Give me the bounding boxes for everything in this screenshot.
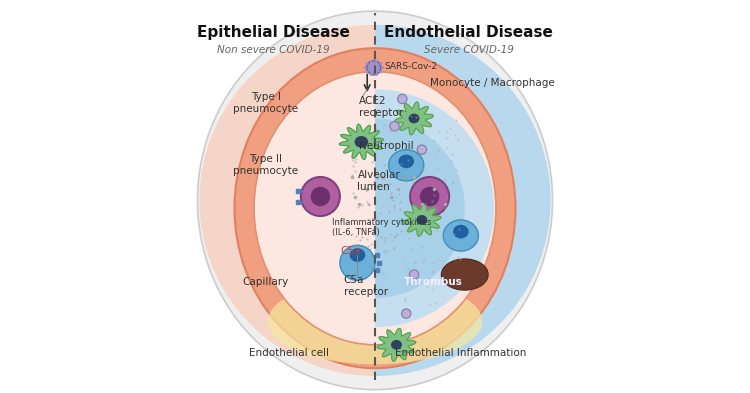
Circle shape [370, 59, 373, 62]
Text: Endothelial cell: Endothelial cell [249, 347, 329, 358]
Text: Severe COVID-19: Severe COVID-19 [424, 45, 514, 55]
Circle shape [380, 62, 382, 65]
Polygon shape [403, 204, 441, 236]
Circle shape [375, 59, 378, 62]
Ellipse shape [254, 72, 496, 345]
Text: Monocyte / Macrophage: Monocyte / Macrophage [430, 78, 554, 88]
Text: Inflammatory cytokines
(IL-6, TNFa): Inflammatory cytokines (IL-6, TNFa) [332, 218, 431, 237]
Wedge shape [375, 118, 465, 298]
Text: Capillary: Capillary [242, 277, 289, 287]
Ellipse shape [350, 248, 365, 262]
Ellipse shape [235, 48, 515, 368]
Circle shape [367, 61, 381, 75]
Text: C5a: C5a [340, 246, 360, 256]
Circle shape [417, 145, 427, 154]
Ellipse shape [420, 187, 440, 206]
Wedge shape [200, 25, 375, 376]
Text: Alveolar
lumen: Alveolar lumen [358, 170, 401, 192]
Wedge shape [285, 118, 375, 298]
Text: Type II
pneumocyte: Type II pneumocyte [233, 154, 298, 176]
Ellipse shape [416, 215, 428, 225]
Ellipse shape [340, 245, 375, 280]
Text: Type I
pneumocyte: Type I pneumocyte [233, 92, 298, 114]
Circle shape [390, 121, 399, 131]
Circle shape [410, 270, 419, 279]
Text: SARS-Cov-2: SARS-Cov-2 [384, 62, 437, 71]
Ellipse shape [268, 279, 482, 364]
Ellipse shape [355, 136, 368, 148]
Wedge shape [375, 89, 494, 327]
Text: Endothelial Disease: Endothelial Disease [384, 25, 553, 40]
Circle shape [364, 66, 367, 69]
Polygon shape [377, 329, 416, 361]
Ellipse shape [310, 187, 330, 206]
Text: Non severe COVID-19: Non severe COVID-19 [217, 45, 330, 55]
Ellipse shape [398, 154, 414, 168]
Polygon shape [339, 124, 383, 160]
Ellipse shape [409, 114, 419, 123]
Text: Epithelial Disease: Epithelial Disease [197, 25, 350, 40]
Text: Neutrophil: Neutrophil [359, 141, 414, 151]
Polygon shape [394, 102, 433, 135]
Ellipse shape [391, 340, 402, 350]
Ellipse shape [410, 177, 449, 216]
Ellipse shape [441, 259, 488, 290]
Wedge shape [375, 25, 550, 376]
Ellipse shape [301, 177, 340, 216]
Ellipse shape [453, 225, 469, 239]
Circle shape [365, 62, 368, 65]
Circle shape [401, 309, 411, 318]
Circle shape [375, 73, 378, 76]
Circle shape [398, 94, 407, 104]
Text: Endothelial Inflammation: Endothelial Inflammation [395, 347, 526, 358]
Text: ACE2
receptor: ACE2 receptor [359, 96, 404, 118]
Ellipse shape [197, 11, 553, 390]
Text: Thrombus: Thrombus [404, 277, 463, 287]
Circle shape [380, 70, 382, 73]
Circle shape [370, 73, 373, 76]
Circle shape [381, 66, 384, 69]
Text: C5a
receptor: C5a receptor [344, 275, 388, 297]
Ellipse shape [443, 220, 478, 251]
Ellipse shape [388, 150, 424, 181]
Circle shape [365, 70, 368, 73]
